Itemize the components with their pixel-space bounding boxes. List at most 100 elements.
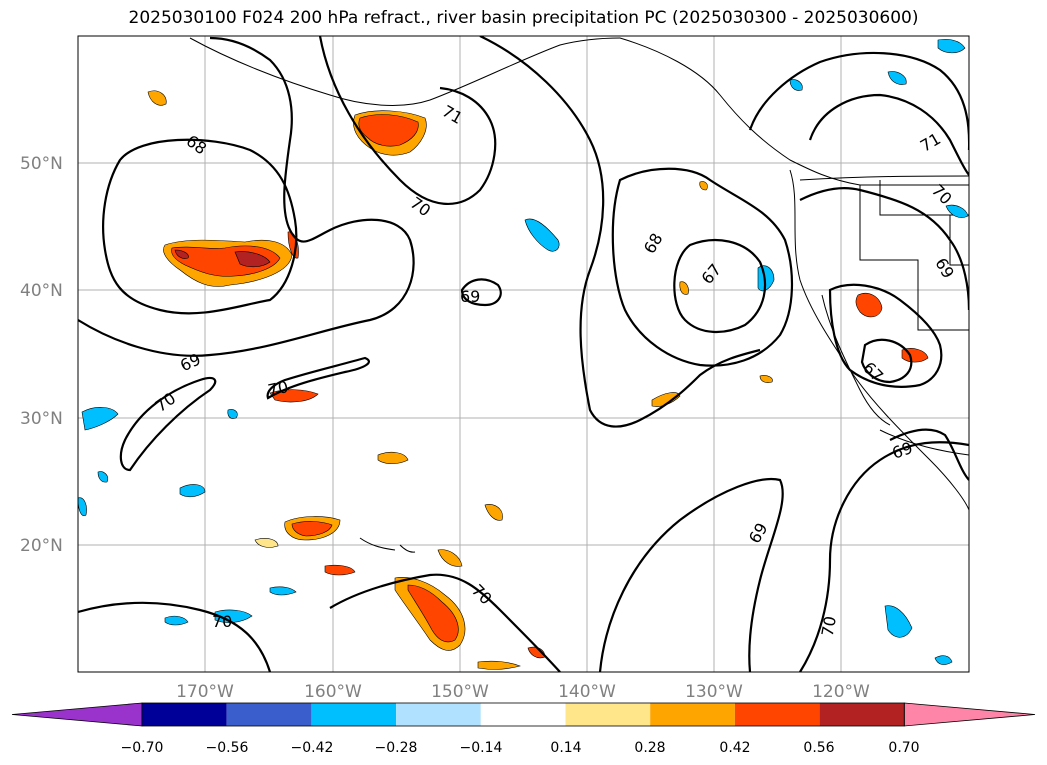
patch-pos <box>651 392 681 407</box>
contour-line <box>102 138 298 315</box>
patch-pos <box>679 281 689 295</box>
colorbar-segment <box>819 703 905 726</box>
patch-neg <box>179 484 206 498</box>
map-frame <box>77 35 970 673</box>
patch-neg <box>269 586 297 596</box>
contour-label: 70 <box>818 615 840 638</box>
contour-line <box>266 356 371 400</box>
patch-pos <box>484 504 503 521</box>
patch-pos <box>147 90 167 106</box>
colorbar-segment <box>311 703 397 726</box>
latitude-labels: 50°N 40°N 30°N 20°N <box>20 154 63 556</box>
patch-neg <box>945 204 969 218</box>
colorbar-tick-label: 0.14 <box>550 740 581 756</box>
colorbar-labels: −0.70 −0.56 −0.42 −0.28 −0.14 0.14 0.28 … <box>121 740 920 756</box>
colorbar-segment <box>565 703 651 726</box>
contour-label: 70 <box>212 612 232 631</box>
contour-line <box>808 93 969 176</box>
colorbar-tick-label: 0.56 <box>803 740 834 756</box>
contour-line <box>78 36 415 357</box>
lat-label: 30°N <box>20 409 63 429</box>
contour-line <box>611 167 794 367</box>
colorbar-extend-high <box>903 702 1036 727</box>
graticule <box>78 36 969 672</box>
patch-pos <box>291 521 333 537</box>
contour-line <box>598 478 784 672</box>
contour-line <box>799 186 969 311</box>
patch-pos <box>234 251 271 268</box>
lat-label: 20°N <box>20 536 63 556</box>
patch-pos <box>407 584 459 643</box>
map-title: 2025030100 F024 200 hPa refract., river … <box>128 8 919 28</box>
colorbar-tick-label: −0.28 <box>375 740 418 756</box>
patch-neg <box>227 409 238 419</box>
contour-line <box>78 601 272 672</box>
patch-neg <box>789 79 803 91</box>
colorbar-segments <box>11 702 1036 727</box>
contour-label: 70 <box>266 377 290 400</box>
patch-neg <box>887 71 907 85</box>
contour-label: 69 <box>460 287 480 306</box>
colorbar-extend-low <box>11 702 143 727</box>
colorbar-tick-label: 0.70 <box>888 740 919 756</box>
patch-neg <box>524 218 560 252</box>
positive-anomaly-patches <box>147 90 929 670</box>
map-panel: 68 71 70 69 69 70 70 70 68 67 71 70 69 6… <box>77 35 970 673</box>
colorbar-segment <box>142 703 227 726</box>
colorbar-segment <box>396 703 481 726</box>
lon-label: 150°W <box>431 682 489 702</box>
lat-label: 50°N <box>20 154 63 174</box>
patch-neg <box>164 615 189 626</box>
contour-line <box>119 376 217 472</box>
contour-line <box>460 278 502 307</box>
lon-label: 170°W <box>176 682 234 702</box>
contour-line <box>329 573 561 672</box>
patch-pos <box>699 181 708 191</box>
patch-pos <box>324 564 356 576</box>
colorbar: −0.70 −0.56 −0.42 −0.28 −0.14 0.14 0.28 … <box>11 702 1036 756</box>
colorbar-tick-label: −0.14 <box>460 740 503 756</box>
patch-neg <box>884 605 913 638</box>
contour-line <box>828 283 943 388</box>
patch-pos <box>358 114 419 147</box>
lon-label: 160°W <box>304 682 362 702</box>
patch-neg <box>757 265 775 292</box>
patch-pos <box>477 660 521 670</box>
colorbar-tick-label: −0.56 <box>206 740 249 756</box>
contour-line <box>479 36 761 428</box>
lon-label: 140°W <box>558 682 616 702</box>
lon-label: 120°W <box>812 682 870 702</box>
longitude-labels: 170°W 160°W 150°W 140°W 130°W 120°W <box>176 682 870 702</box>
patch-neg <box>97 471 109 483</box>
contour-line <box>318 36 497 206</box>
patch-pos <box>377 451 409 465</box>
contour-line <box>799 441 969 672</box>
colorbar-tick-label: 0.28 <box>634 740 665 756</box>
refractivity-contours <box>78 36 969 672</box>
contour-line <box>860 338 913 384</box>
colorbar-segment <box>734 703 820 726</box>
patch-neg <box>934 655 953 665</box>
contour-line <box>889 428 969 481</box>
colorbar-tick-label: −0.42 <box>291 740 334 756</box>
patch-neg <box>78 497 87 517</box>
coastlines <box>189 37 969 553</box>
colorbar-segment <box>650 703 735 726</box>
patch-pos <box>254 538 279 548</box>
lat-label: 40°N <box>20 281 63 301</box>
colorbar-tick-label: 0.42 <box>719 740 750 756</box>
colorbar-frame <box>141 702 905 727</box>
colorbar-tick-label: −0.70 <box>121 740 164 756</box>
contour-line <box>748 51 969 150</box>
patch-pos <box>759 375 773 383</box>
contour-line <box>673 239 767 334</box>
patch-pos <box>855 292 883 318</box>
lon-label: 130°W <box>685 682 743 702</box>
colorbar-segment <box>480 703 566 726</box>
patch-pos <box>174 249 189 259</box>
patch-neg <box>937 38 966 54</box>
colorbar-segment <box>226 703 312 726</box>
patch-neg <box>81 407 119 431</box>
patch-pos <box>437 549 463 567</box>
